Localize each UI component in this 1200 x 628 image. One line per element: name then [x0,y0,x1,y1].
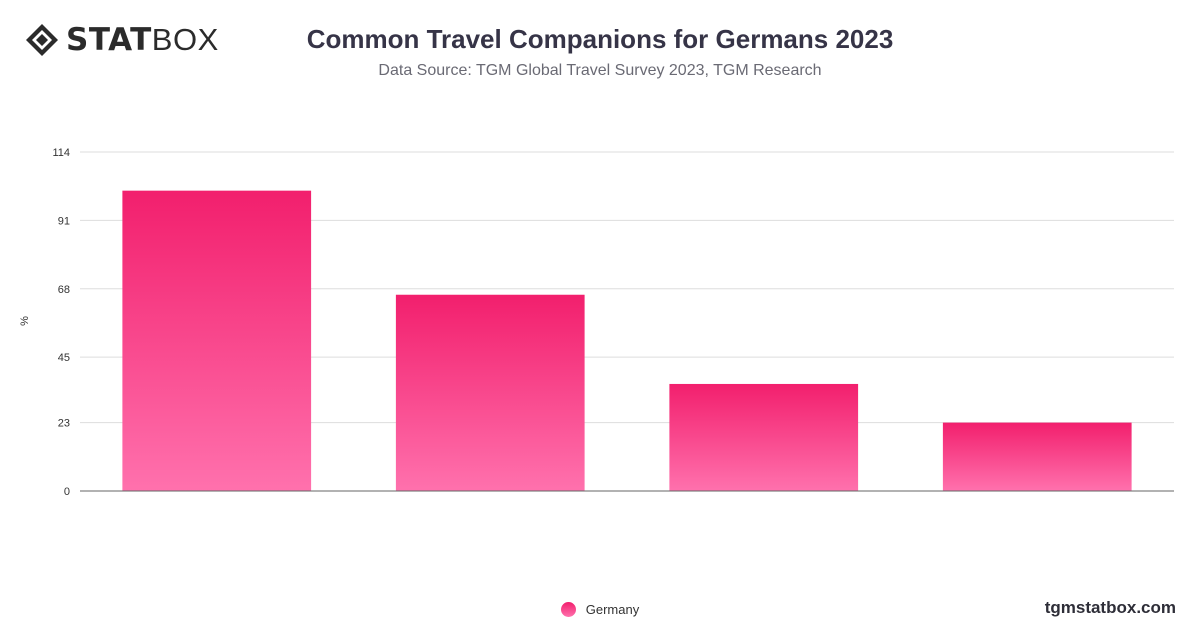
logo-light-text: BOX [151,22,219,57]
y-tick-label-91: 91 [58,215,70,227]
statbox-wordmark: STAT BOX [66,24,219,56]
y-tick-labels: 0 23 45 68 91 114 [52,147,70,498]
bar-2[interactable] [395,294,585,491]
bar-4[interactable] [942,422,1132,491]
statbox-logo-icon [26,24,58,56]
statbox-logo: STAT BOX [24,22,219,58]
y-tick-label-68: 68 [58,284,70,296]
y-tick-label-23: 23 [58,418,70,430]
chart-subtitle: Data Source: TGM Global Travel Survey 20… [378,62,822,79]
bar-1[interactable] [122,190,312,491]
y-tick-label-114: 114 [52,147,70,159]
chart-title: Common Travel Companions for Germans 202… [306,24,894,54]
logo-bold-text: STAT [66,22,152,58]
site-link[interactable]: tgmstatbox.com [1044,598,1176,617]
y-tick-label-45: 45 [58,352,70,364]
legend-label-germany: Germany [585,602,640,617]
bars-group [122,190,1132,491]
y-tick-label-0: 0 [64,486,70,498]
legend-swatch-germany [560,602,576,617]
chart-legend: Germany [0,602,1200,617]
y-axis-label: % [19,316,31,326]
bar-3[interactable] [669,383,859,491]
